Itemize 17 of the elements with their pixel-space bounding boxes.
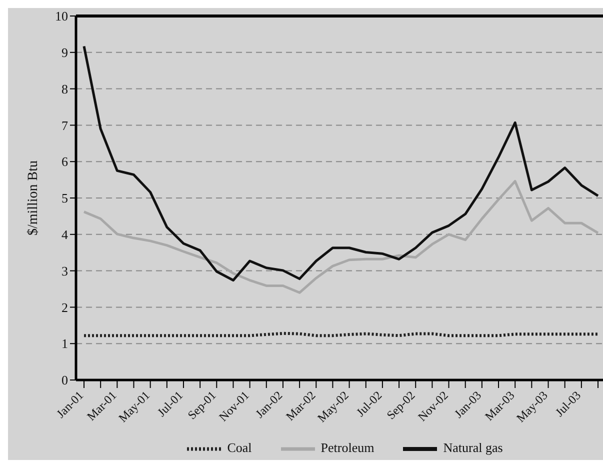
y-tick-label: 0: [62, 372, 68, 388]
y-tick-label: 4: [62, 227, 68, 242]
legend-label: Petroleum: [320, 440, 374, 456]
line-series: [82, 180, 600, 294]
y-axis-title: $/million Btu: [26, 160, 41, 236]
y-tick-label: 7: [62, 118, 68, 133]
line-series: [82, 44, 600, 282]
y-tick-label: 2: [62, 300, 68, 315]
y-tick-label: 3: [62, 263, 68, 278]
y-tick-label: 8: [62, 81, 68, 96]
y-tick-label: 5: [62, 190, 68, 206]
y-tick-label: 9: [62, 45, 68, 60]
y-tick-label: 6: [62, 154, 68, 170]
legend-label: Coal: [227, 440, 252, 456]
y-tick-label: 10: [55, 8, 68, 24]
y-tick-label: 1: [62, 336, 68, 352]
legend-label: Natural gas: [443, 440, 503, 456]
